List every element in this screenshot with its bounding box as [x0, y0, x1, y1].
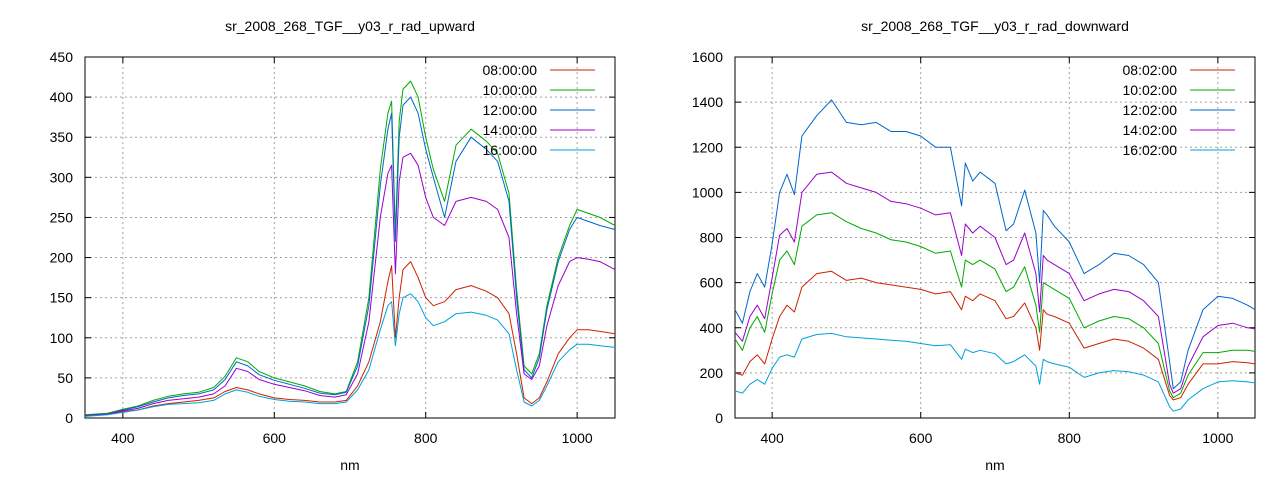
chart2-x-axis-label: nm	[985, 457, 1004, 473]
chart2-x-tick-label-1: 600	[909, 430, 933, 446]
chart2-y-tick-label-5: 1000	[692, 184, 723, 200]
chart2-title: sr_2008_268_TGF__y03_r_rad_downward	[861, 18, 1129, 34]
chart1-x-tick-label-2: 800	[414, 430, 438, 446]
chart1-plot-frame	[84, 56, 616, 419]
chart1-series-line-1	[84, 261, 616, 416]
chart1-x-axis-label: nm	[340, 457, 359, 473]
chart1-legend-label-5: 16:00:00	[483, 142, 538, 158]
chart1-y-tick-label-2: 100	[50, 330, 74, 346]
chart2-y-tick-label-0: 0	[715, 410, 723, 426]
chart1-y-tick-label-1: 50	[57, 370, 73, 386]
chart1-legend-label-3: 12:00:00	[483, 102, 538, 118]
chart1-y-tick-label-9: 450	[50, 49, 74, 65]
chart2-x-tick-label-0: 400	[760, 430, 784, 446]
chart1-series-line-4	[84, 152, 616, 417]
chart1-x-tick-label-1: 600	[263, 430, 287, 446]
chart2: 400 600 800 1000 0 200 400 600 800 1000 1200 1400 16…	[692, 18, 1256, 473]
chart1: 400 600 800 1000 0 50 100 150 200 250 300 350 400 450…	[50, 18, 616, 473]
chart2-series-line-3	[734, 99, 1256, 390]
chart1-x-tick-label-3: 1000	[562, 430, 593, 446]
chart2-y-tick-label-4: 800	[700, 230, 724, 246]
chart1-y-tick-label-3: 150	[50, 290, 74, 306]
chart1-y-tick-label-6: 300	[50, 169, 74, 185]
chart2-legend-label-2: 10:02:00	[1123, 82, 1178, 98]
chart2-legend-label-3: 12:02:00	[1123, 102, 1178, 118]
chart2-x-tick-label-3: 1000	[1202, 430, 1233, 446]
chart1-y-tick-label-0: 0	[65, 410, 73, 426]
chart2-legend-label-4: 14:02:00	[1123, 122, 1178, 138]
chart2-legend-label-1: 08:02:00	[1123, 62, 1178, 78]
chart1-series-line-5	[84, 293, 616, 417]
chart2-series-line-1	[734, 270, 1256, 401]
chart2-y-tick-label-6: 1200	[692, 139, 723, 155]
chart2-y-tick-label-1: 200	[700, 365, 724, 381]
chart1-legend-label-1: 08:00:00	[483, 62, 538, 78]
chart2-y-tick-label-8: 1600	[692, 49, 723, 65]
chart1-title: sr_2008_268_TGF__y03_r_rad_upward	[225, 18, 475, 34]
chart1-y-tick-label-7: 350	[50, 129, 74, 145]
chart2-y-tick-label-7: 1400	[692, 94, 723, 110]
chart2-series-line-4	[734, 171, 1256, 394]
chart1-series-line-3	[84, 96, 616, 417]
chart2-x-tick-label-2: 800	[1058, 430, 1082, 446]
chart1-legend-label-4: 14:00:00	[483, 122, 538, 138]
chart2-series-line-5	[734, 332, 1256, 412]
chart2-legend-label-5: 16:02:00	[1123, 142, 1178, 158]
chart1-y-tick-label-4: 200	[50, 250, 74, 266]
chart1-legend-label-2: 10:00:00	[483, 82, 538, 98]
chart1-x-tick-label-0: 400	[111, 430, 135, 446]
chart1-y-tick-label-5: 250	[50, 209, 74, 225]
chart2-series-line-2	[734, 212, 1256, 399]
chart2-y-tick-label-3: 600	[700, 275, 724, 291]
chart1-y-tick-label-8: 400	[50, 89, 74, 105]
chart2-y-tick-label-2: 400	[700, 320, 724, 336]
